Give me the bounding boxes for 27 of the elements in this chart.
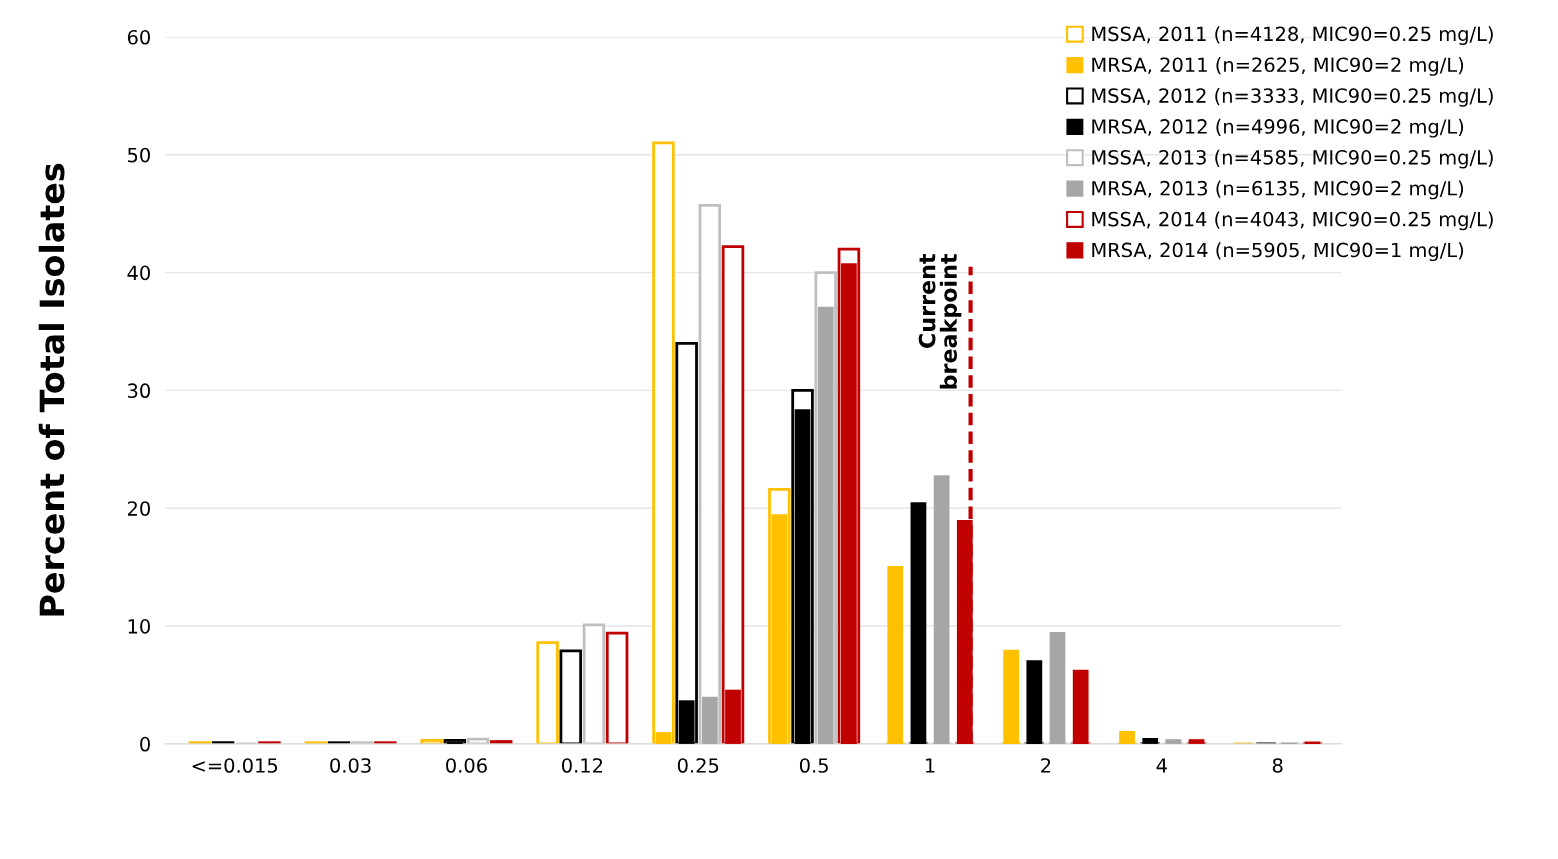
x-tick-label: <=0.015 [192,758,278,773]
y-axis-title: Percent of Total Isolates [38,163,65,616]
y-tick-label: 60 [127,29,150,45]
legend-label: MRSA, 2014 (n=5905, MIC90=1 mg/L) [1092,242,1464,262]
legend-label: MRSA, 2013 (n=6135, MIC90=2 mg/L) [1092,180,1464,200]
x-tick-label: 0.5 [799,758,828,773]
y-tick-label: 0 [140,736,150,752]
y-tick-label: 10 [128,619,150,634]
legend-label: MSSA, 2011 (n=4128, MIC90=0.25 mg/L) [1092,26,1493,45]
legend-label: MSSA, 2012 (n=3333, MIC90=0.25 mg/L) [1092,87,1493,107]
legend-label: MRSA, 2011 (n=2625, MIC90=2 mg/L) [1092,57,1464,76]
legend-label: MSSA, 2014 (n=4043, MIC90=0.25 mg/L) [1092,211,1493,231]
legend-label: MSSA, 2013 (n=4585, MIC90=0.25 mg/L) [1092,149,1493,169]
x-tick-label: 8 [1272,758,1283,773]
x-tick-label: 0.03 [330,758,371,773]
x-tick-label: 1 [925,758,935,773]
y-tick-label: 50 [128,147,150,163]
legend-label: MRSA, 2012 (n=4996, MIC90=2 mg/L) [1092,118,1464,138]
y-tick-label: 30 [128,383,150,399]
annotation: Current breakpoint [918,253,962,389]
y-tick-label: 20 [127,501,150,516]
x-tick-label: 0.12 [561,758,603,773]
y-tick-label: 40 [127,265,150,281]
x-tick-label: 4 [1156,758,1167,773]
x-tick-label: 2 [1041,758,1051,773]
x-tick-label: 0.25 [677,758,719,773]
x-tick-label: 0.06 [446,758,487,773]
